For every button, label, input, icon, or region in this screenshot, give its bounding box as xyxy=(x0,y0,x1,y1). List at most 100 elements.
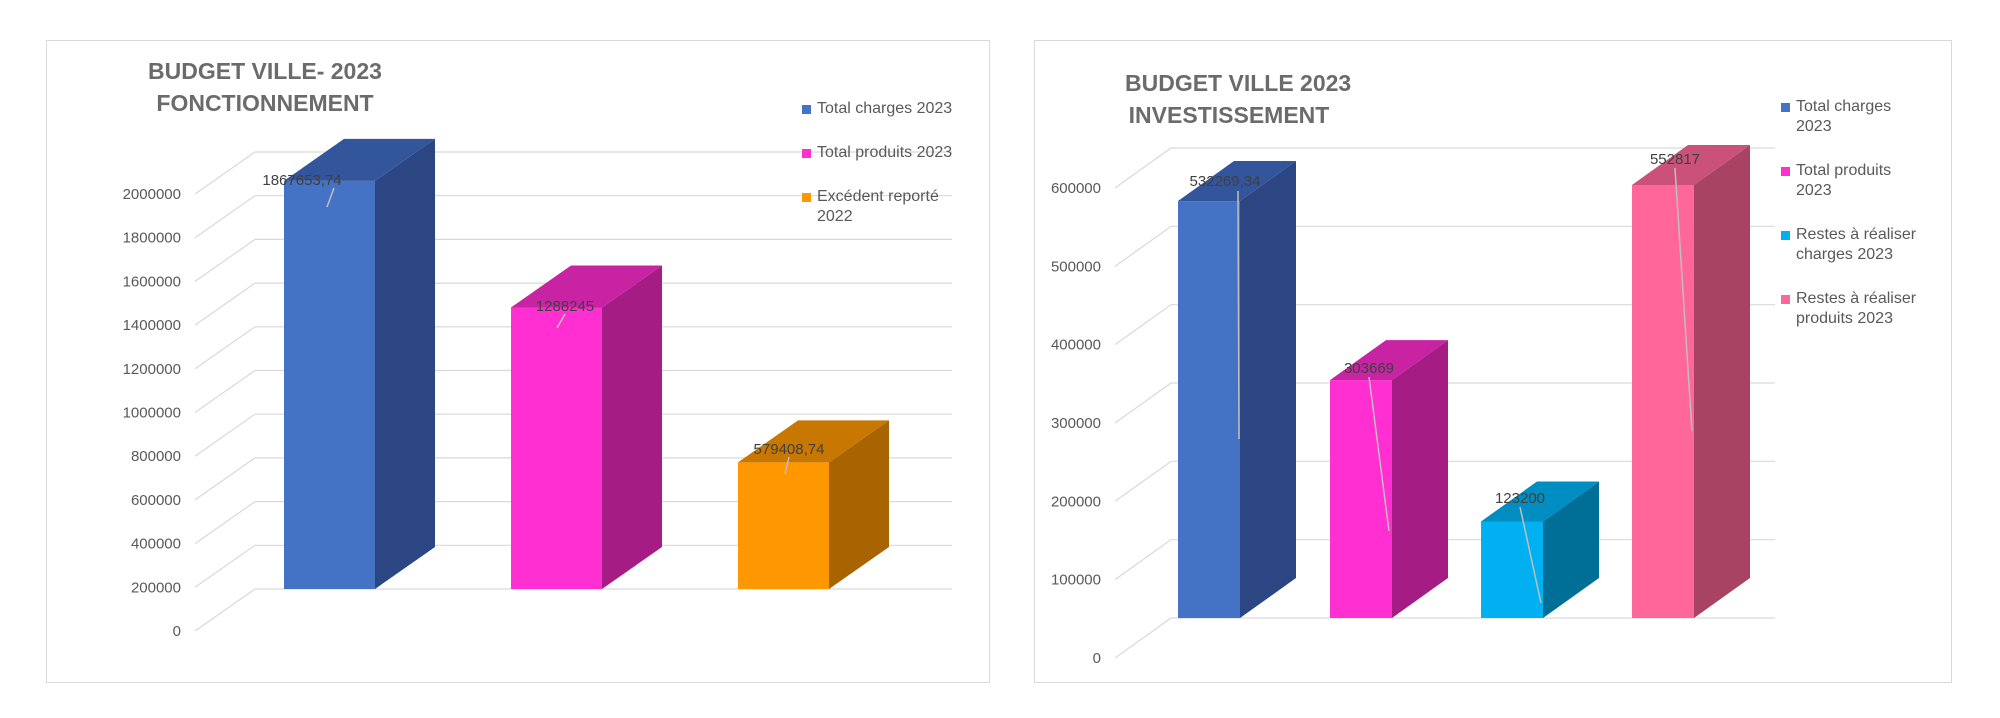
chart-plot-area: 0 100000 200000 300000 400000 500000 600000 532… xyxy=(1051,144,1775,667)
legend-item: Total produits 2023 xyxy=(1781,161,1924,201)
leader-line xyxy=(326,187,335,208)
chart-title-line-2: FONCTIONNEMENT xyxy=(156,90,374,116)
bar-side xyxy=(375,138,435,589)
bar-top xyxy=(284,138,435,181)
y-tick-label: 300000 xyxy=(1051,415,1101,432)
legend-label: Total charges 2023 xyxy=(817,100,953,117)
bar-front xyxy=(284,180,375,589)
chart-title: BUDGET VILLE- 2023 FONCTIONNEMENT xyxy=(133,55,397,119)
bar-side xyxy=(602,265,662,589)
chart-title: BUDGET VILLE 2023 INVESTISSEMENT xyxy=(1125,67,1352,131)
bar-top xyxy=(511,265,662,308)
leader-line xyxy=(556,313,566,329)
legend-item: Total charges 2023 xyxy=(1781,97,1924,137)
gridline xyxy=(194,238,952,282)
bar-front xyxy=(1178,201,1240,619)
legend-label: Total produits 2023 xyxy=(1796,162,1892,199)
legend-label: Total charges 2023 xyxy=(1796,98,1892,135)
legend-swatch xyxy=(1781,167,1790,176)
bar-front xyxy=(511,307,602,589)
bar-side xyxy=(1392,340,1448,618)
legend-swatch xyxy=(802,149,811,158)
gridline xyxy=(194,544,952,588)
y-tick-label: 400000 xyxy=(1051,337,1101,354)
y-tick-label: 600000 xyxy=(1051,180,1101,197)
legend-swatch xyxy=(1781,231,1790,240)
legend-label: Total produits 2023 xyxy=(817,144,953,161)
y-tick-label: 500000 xyxy=(1051,258,1101,275)
gridline xyxy=(1114,225,1775,267)
bar xyxy=(1330,340,1448,618)
gridline xyxy=(194,326,952,370)
y-tick-label: 1600000 xyxy=(123,273,181,290)
bar-side xyxy=(829,420,889,589)
gridline xyxy=(194,501,952,545)
y-tick-label: 1400000 xyxy=(123,317,181,334)
legend-swatch xyxy=(802,105,811,114)
y-tick-label: 600000 xyxy=(131,492,181,509)
bar-top xyxy=(1481,481,1599,522)
y-tick-label: 1200000 xyxy=(123,361,181,378)
gridline xyxy=(194,588,952,632)
leader-line xyxy=(1237,190,1240,440)
data-label: 303669 xyxy=(1344,360,1394,377)
chart-title-line-1: BUDGET VILLE- 2023 xyxy=(148,58,382,84)
bar-side xyxy=(1240,161,1296,618)
bar-side xyxy=(1543,481,1599,618)
bar-front xyxy=(1330,380,1392,618)
data-label: 552817 xyxy=(1650,151,1700,168)
bar xyxy=(1632,144,1750,618)
gridline xyxy=(194,369,952,413)
y-tick-label: 2000000 xyxy=(123,186,181,203)
bar xyxy=(738,420,889,589)
chart-investissement: BUDGET VILLE 2023 INVESTISSEMENT 0 100000… xyxy=(1034,40,1952,683)
gridline xyxy=(194,282,952,326)
legend-label: Restes à réaliser charges 2023 xyxy=(1796,226,1917,263)
leader-line xyxy=(1368,376,1390,532)
bar-top xyxy=(1632,144,1750,185)
bar-top xyxy=(1330,340,1448,381)
legend-label: Restes à réaliser produits 2023 xyxy=(1796,290,1917,327)
leader-line xyxy=(784,456,790,475)
gridline xyxy=(194,457,952,501)
y-tick-label: 800000 xyxy=(131,448,181,465)
chart-title-line-1: BUDGET VILLE 2023 xyxy=(1125,70,1352,96)
gridline xyxy=(1114,304,1775,346)
y-tick-label: 1000000 xyxy=(123,405,181,422)
legend-item: Restes à réaliser produits 2023 xyxy=(1781,289,1924,329)
legend-swatch xyxy=(1781,295,1790,304)
gridline xyxy=(194,413,952,457)
chart-legend: Total charges 2023 Total produits 2023 Res… xyxy=(1781,97,1924,353)
leader-line xyxy=(1674,167,1693,432)
data-label: 1867653,74 xyxy=(262,172,341,189)
y-tick-label: 100000 xyxy=(1051,572,1101,589)
data-label: 579408,74 xyxy=(754,441,825,458)
bar xyxy=(1178,161,1296,619)
bar-front xyxy=(1632,184,1694,618)
bar xyxy=(284,138,435,589)
legend-swatch xyxy=(802,193,811,202)
legend-item: Total charges 2023 xyxy=(802,99,955,119)
y-tick-label: 0 xyxy=(173,623,181,640)
gridline xyxy=(194,151,952,195)
y-tick-label: 400000 xyxy=(131,536,181,553)
chart-plot-area: 0 200000 400000 600000 800000 1000000 1200000 1… xyxy=(123,138,952,640)
bar-front xyxy=(738,462,829,589)
leader-line xyxy=(1519,506,1542,604)
bar-side xyxy=(1694,144,1750,618)
y-tick-label: 0 xyxy=(1093,650,1101,667)
bar xyxy=(511,265,662,589)
bar-top xyxy=(738,420,889,463)
gridline xyxy=(194,195,952,239)
legend-item: Excédent reporté 2022 xyxy=(802,187,955,227)
chart-fonctionnement: BUDGET VILLE- 2023 FONCTIONNEMENT 0 20000… xyxy=(46,40,990,683)
chart-legend: Total charges 2023 Total produits 2023 Exc… xyxy=(802,99,955,251)
chart-title-line-2: INVESTISSEMENT xyxy=(1128,102,1330,128)
data-label: 123200 xyxy=(1495,490,1545,507)
bar-front xyxy=(1481,521,1543,618)
legend-swatch xyxy=(1781,103,1790,112)
legend-label: Excédent reporté 2022 xyxy=(817,188,939,225)
data-label: 532269,34 xyxy=(1190,173,1261,190)
data-label: 1288245 xyxy=(536,298,594,315)
y-tick-label: 200000 xyxy=(131,579,181,596)
